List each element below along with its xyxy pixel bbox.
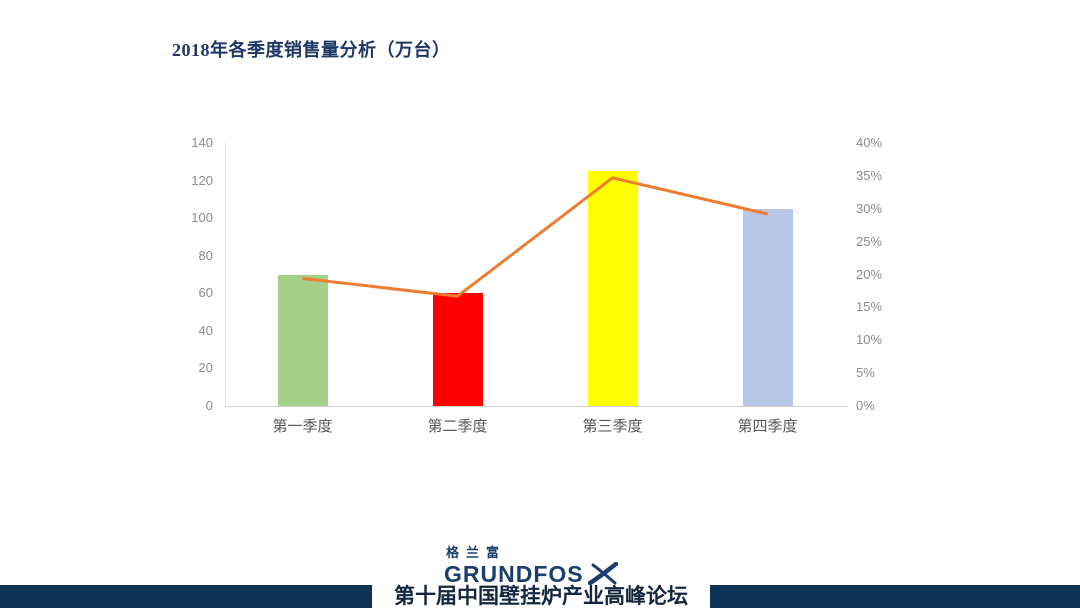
footer-banner-text: 第十届中国壁挂炉产业高峰论坛 (394, 585, 688, 608)
grundfos-x-icon (587, 562, 618, 586)
y-axis-tick-right: 25% (856, 233, 883, 249)
bar-第一季度 (277, 274, 328, 406)
y-axis-tick-left: 40 (198, 322, 213, 338)
grundfos-logo: 格兰富 GRUNDFOS (444, 542, 644, 586)
x-axis-label: 第一季度 (272, 418, 333, 435)
bar-第二季度 (432, 293, 483, 406)
y-axis-tick-right: 5% (856, 365, 875, 381)
bar-第四季度 (742, 208, 793, 406)
y-axis-tick-right: 20% (856, 266, 883, 282)
y-axis-tick-left: 100 (191, 210, 213, 226)
bar-第三季度 (587, 171, 638, 406)
logo-chinese-text: 格兰富 (446, 545, 507, 560)
y-axis-tick-left: 120 (191, 172, 213, 188)
y-axis-tick-right: 0% (856, 398, 875, 413)
y-axis-tick-left: 20 (198, 360, 213, 376)
trend-line (302, 176, 768, 298)
y-axis-tick-left: 140 (191, 135, 213, 150)
chart-title: 2018年各季度销售量分析（万台） (172, 40, 451, 60)
y-axis-tick-left: 80 (198, 247, 213, 263)
x-axis-label: 第二季度 (427, 418, 488, 435)
plot-left-border (225, 143, 226, 406)
y-axis-tick-right: 30% (856, 200, 883, 216)
x-axis-label: 第三季度 (582, 418, 643, 435)
y-axis-tick-right: 40% (856, 135, 883, 150)
y-axis-tick-right: 15% (856, 299, 883, 315)
x-axis-label: 第四季度 (737, 418, 798, 435)
footer-banner: 第十届中国壁挂炉产业高峰论坛 (0, 585, 1080, 608)
y-axis-tick-right: 10% (856, 332, 883, 348)
y-axis-tick-right: 35% (856, 167, 883, 183)
logo-wordmark: GRUNDFOS (444, 561, 584, 587)
footer-banner-notch: 第十届中国壁挂炉产业高峰论坛 (372, 585, 710, 608)
x-axis-line (225, 406, 848, 407)
y-axis-tick-left: 60 (198, 285, 213, 301)
y-axis-tick-left: 0 (205, 398, 213, 413)
